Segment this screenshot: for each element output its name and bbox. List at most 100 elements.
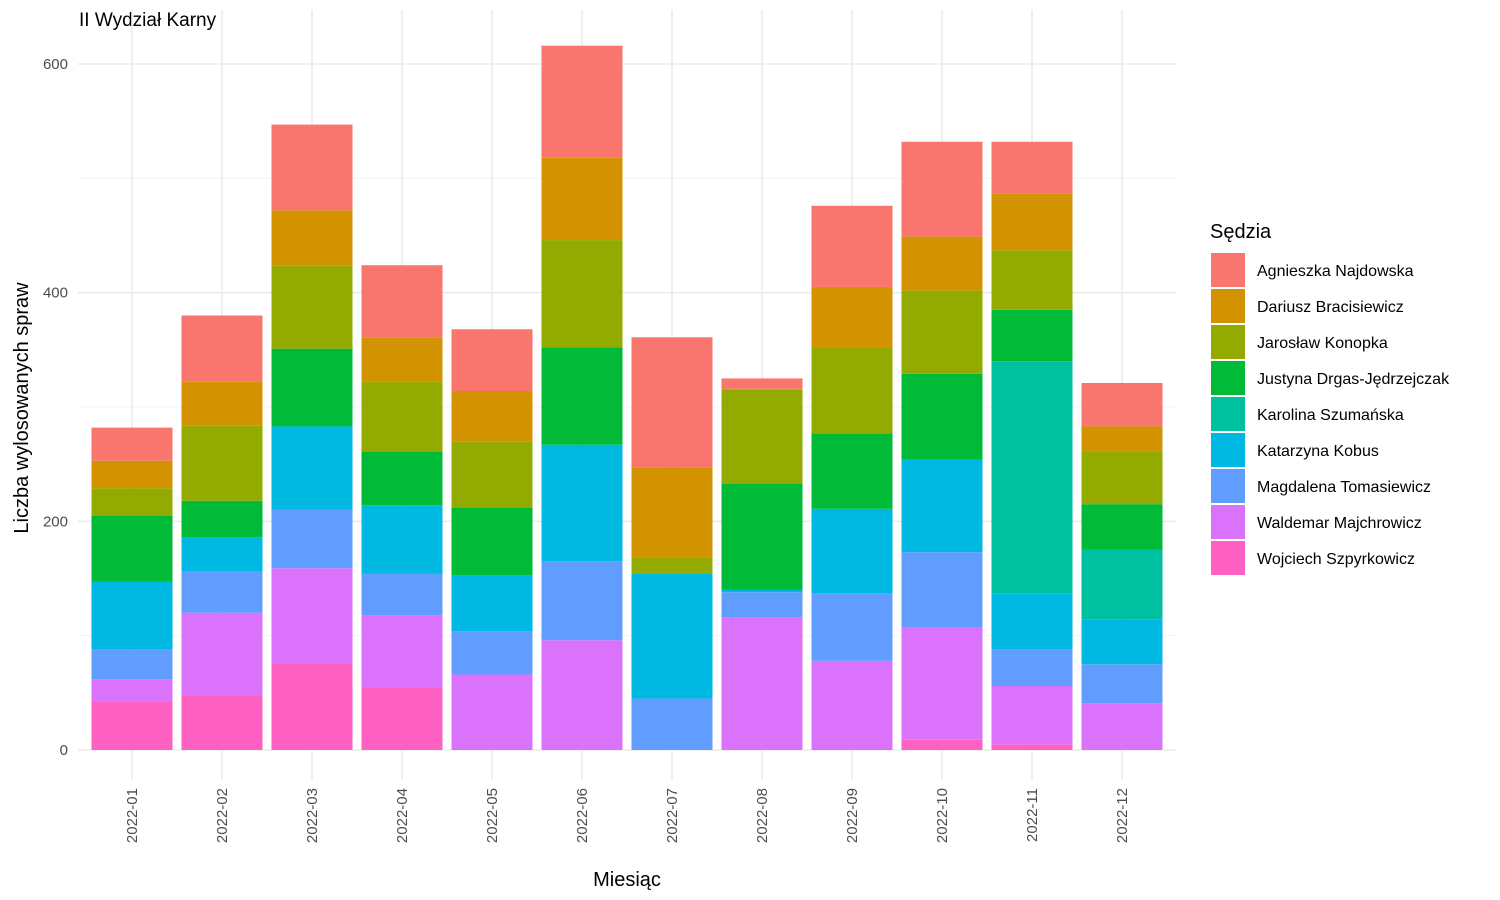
legend-label: Justyna Drgas-Jędrzejczak <box>1257 371 1450 388</box>
bar-segment <box>271 663 353 750</box>
legend-label: Waldemar Majchrowicz <box>1257 515 1422 532</box>
bar-segment <box>451 441 533 508</box>
bar-segment <box>991 250 1073 310</box>
bar-segment <box>1081 664 1163 704</box>
legend-swatch <box>1211 361 1245 395</box>
x-tick-label: 2022-10 <box>934 788 951 843</box>
bar-segment <box>361 337 443 382</box>
bar-segment <box>1081 504 1163 550</box>
bar-segment <box>271 348 353 427</box>
legend: Sędzia Agnieszka Najdowska Dariusz Bracis… <box>1210 221 1450 575</box>
x-tick-label: 2022-02 <box>214 788 231 843</box>
bar-segment <box>181 537 263 572</box>
bar-segment <box>1081 619 1163 665</box>
bar-segment <box>1081 549 1163 620</box>
chart-title: II Wydział Karny <box>79 10 217 31</box>
bar-segment <box>361 451 443 506</box>
bar-segment <box>991 649 1073 686</box>
y-axis-title: Liczba wylosowanych spraw <box>11 282 33 534</box>
bar-segment <box>631 698 713 750</box>
bar-segment <box>271 210 353 266</box>
bar-segment <box>91 679 173 702</box>
bar-segment <box>991 593 1073 650</box>
x-tick-label: 2022-05 <box>484 788 501 843</box>
bar-segment <box>991 361 1073 594</box>
bar-segment <box>361 505 443 574</box>
bar-segment <box>271 265 353 349</box>
legend-label: Karolina Szumańska <box>1257 407 1404 424</box>
bar-segment <box>541 640 623 750</box>
bar-segment <box>811 205 893 287</box>
x-tick-label: 2022-06 <box>574 788 591 843</box>
bar-segment <box>811 286 893 348</box>
bar-segment <box>1081 426 1163 452</box>
bar-segment <box>1081 382 1163 427</box>
bar-segment <box>91 488 173 516</box>
x-axis-ticks: 2022-01 2022-02 2022-03 2022-04 2022-05 2022-… <box>124 788 1131 843</box>
legend-label: Agnieszka Najdowska <box>1257 263 1414 280</box>
x-tick-label: 2022-12 <box>1114 788 1131 843</box>
bar-segment <box>721 388 803 390</box>
bar-segment <box>631 337 713 468</box>
bar-segment <box>631 467 713 558</box>
y-tick-label: 0 <box>60 742 68 759</box>
bar-segment <box>91 581 173 650</box>
x-tick-label: 2022-01 <box>124 788 141 843</box>
x-tick-label: 2022-11 <box>1024 788 1041 842</box>
bar-segment <box>541 240 623 348</box>
bar-segment <box>451 631 533 675</box>
bar-segment <box>181 381 263 426</box>
legend-label: Magdalena Tomasiewicz <box>1257 479 1431 496</box>
x-tick-label: 2022-07 <box>664 788 681 843</box>
bar-segment <box>541 347 623 445</box>
bar-segment <box>181 500 263 538</box>
bar-segment <box>91 427 173 461</box>
x-tick-label: 2022-04 <box>394 788 411 843</box>
bar-segment <box>721 617 803 750</box>
bar-segment <box>1081 703 1163 750</box>
legend-label: Jarosław Konopka <box>1257 335 1388 352</box>
bar-segment <box>901 373 983 460</box>
bar-segment <box>991 141 1073 194</box>
bar-segment <box>451 390 533 442</box>
bar-segment <box>271 426 353 510</box>
legend-label: Wojciech Szpyrkowicz <box>1257 551 1415 568</box>
legend-label: Dariusz Bracisiewicz <box>1257 299 1404 316</box>
legend-swatch <box>1211 541 1245 575</box>
bar-segment <box>811 508 893 594</box>
legend-swatch <box>1211 253 1245 287</box>
legend-title: Sędzia <box>1210 221 1272 243</box>
y-tick-label: 200 <box>43 513 68 530</box>
y-axis-ticks: 0 200 400 600 <box>43 56 68 759</box>
bar-segment <box>811 593 893 661</box>
bar-segment <box>991 309 1073 362</box>
bar-segment <box>811 433 893 509</box>
legend-swatch <box>1211 469 1245 503</box>
bar-segment <box>991 685 1073 745</box>
bar-segment <box>181 315 263 382</box>
bar-segment <box>361 265 443 338</box>
bar-segment <box>271 568 353 664</box>
bar-segment <box>721 592 803 618</box>
bar-segment <box>91 515 173 582</box>
bar-segment <box>181 612 263 696</box>
bars <box>91 45 1163 750</box>
x-tick-label: 2022-09 <box>844 788 861 843</box>
bar-segment <box>541 157 623 241</box>
x-tick-label: 2022-03 <box>304 788 321 843</box>
bar-segment <box>541 561 623 641</box>
bar-segment <box>361 615 443 688</box>
bar-segment <box>451 575 533 632</box>
bar-segment <box>271 124 353 211</box>
bar-segment <box>541 45 623 158</box>
legend-swatch <box>1211 505 1245 539</box>
bar-segment <box>181 571 263 613</box>
bar-segment <box>631 573 713 699</box>
bar-segment <box>721 483 803 590</box>
bar-segment <box>451 507 533 576</box>
bar-segment <box>541 444 623 562</box>
bar-segment <box>991 744 1073 750</box>
bar-segment <box>181 425 263 501</box>
bar-segment <box>811 660 893 750</box>
bar-segment <box>361 381 443 452</box>
